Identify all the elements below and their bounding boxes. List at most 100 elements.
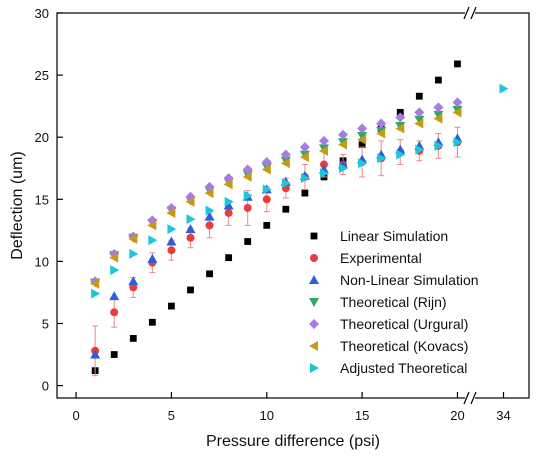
data-point [204,188,214,199]
data-point [242,171,252,182]
legend-item: Theoretical (Rijn) [309,294,447,310]
legend-item: Adjusted Theoretical [310,360,467,376]
data-point [109,291,120,301]
data-point [358,158,368,169]
legend-label: Theoretical (Urgural) [340,316,468,332]
data-point [223,200,234,210]
data-point [376,128,386,139]
data-point [110,265,120,276]
legend-label: Adjusted Theoretical [340,360,467,376]
axes: 0 5 10 15 20 34 0 5 10 15 20 25 30 [35,5,530,423]
x-tick-label: 10 [260,408,274,423]
data-point [147,220,157,231]
data-point [300,173,310,184]
data-point [128,234,138,245]
data-point [185,196,195,207]
data-point [90,278,100,289]
legend-item: Theoretical (Kovacs) [309,338,468,354]
x-tick-label: 34 [496,408,510,423]
data-point [301,189,309,197]
data-point [206,270,213,278]
legend-symbol [309,319,319,329]
legend-symbol [310,363,319,373]
data-point [452,97,463,108]
y-tick-label: 0 [42,379,49,394]
data-point [414,115,425,125]
data-point [167,246,176,255]
data-point [109,252,119,263]
data-point [299,152,309,163]
data-point [414,107,425,118]
data-point [261,164,271,175]
data-point [499,83,509,94]
data-point [186,214,196,225]
x-tick-label: 20 [450,408,464,423]
data-point [280,149,291,160]
data-point [339,163,349,174]
legend-item: Theoretical (Urgural) [309,316,468,332]
legend-symbol [309,341,318,351]
data-point [129,283,138,292]
data-point [110,351,118,358]
data-point [434,76,442,84]
y-tick-label: 10 [35,254,49,269]
data-point [205,205,215,216]
legend-item: Linear Simulation [310,228,448,244]
data-point [242,164,253,175]
data-point [282,205,290,213]
axis-break-mark [463,6,470,20]
data-point [129,334,137,342]
y-axis-title: Deflection (um) [9,151,26,259]
axis-break-mark [463,391,470,405]
data-point [395,123,405,134]
x-axis-title: Pressure difference (psi) [206,433,380,450]
y-tick-label: 30 [35,6,49,21]
axis-break-gap [465,390,475,406]
data-point [167,224,177,235]
data-point [280,158,290,169]
data-point [376,118,387,129]
data-point [223,179,233,190]
data-point [166,236,177,246]
data-point [357,131,368,141]
data-point [415,92,423,100]
data-point [261,157,272,168]
y-tick-label: 20 [35,130,49,145]
data-point [90,349,101,359]
data-point [414,118,424,129]
x-tick-label: 0 [72,408,79,423]
legend-label: Theoretical (Kovacs) [340,338,468,354]
data-point [185,224,196,234]
data-point [148,318,156,326]
legend-item: Experimental [310,250,422,266]
data-point [434,140,444,151]
data-point [148,235,158,246]
data-point [187,286,194,294]
data-point [91,288,101,299]
data-point [263,221,271,229]
legend-item: Non-Linear Simulation [309,272,479,288]
data-point [244,238,252,245]
axis-break-mark [470,6,477,20]
data-point [110,308,119,317]
data-point [318,145,328,156]
data-point [395,112,406,123]
data-point [225,254,233,262]
series-theoretical-kovacs [90,107,462,289]
data-point [262,195,271,204]
data-point [454,60,461,68]
data-point [147,253,158,263]
legend-label: Theoretical (Rijn) [340,294,447,310]
data-point [338,129,349,140]
data-point [243,190,253,201]
data-point [358,141,366,149]
legend-label: Experimental [340,250,422,266]
data-point [433,113,443,124]
data-point [318,135,329,146]
data-point [452,107,462,118]
data-point [262,184,272,195]
data-point [243,203,252,212]
y-tick-label: 5 [42,316,49,331]
data-point [433,102,444,113]
data-point [433,110,444,120]
